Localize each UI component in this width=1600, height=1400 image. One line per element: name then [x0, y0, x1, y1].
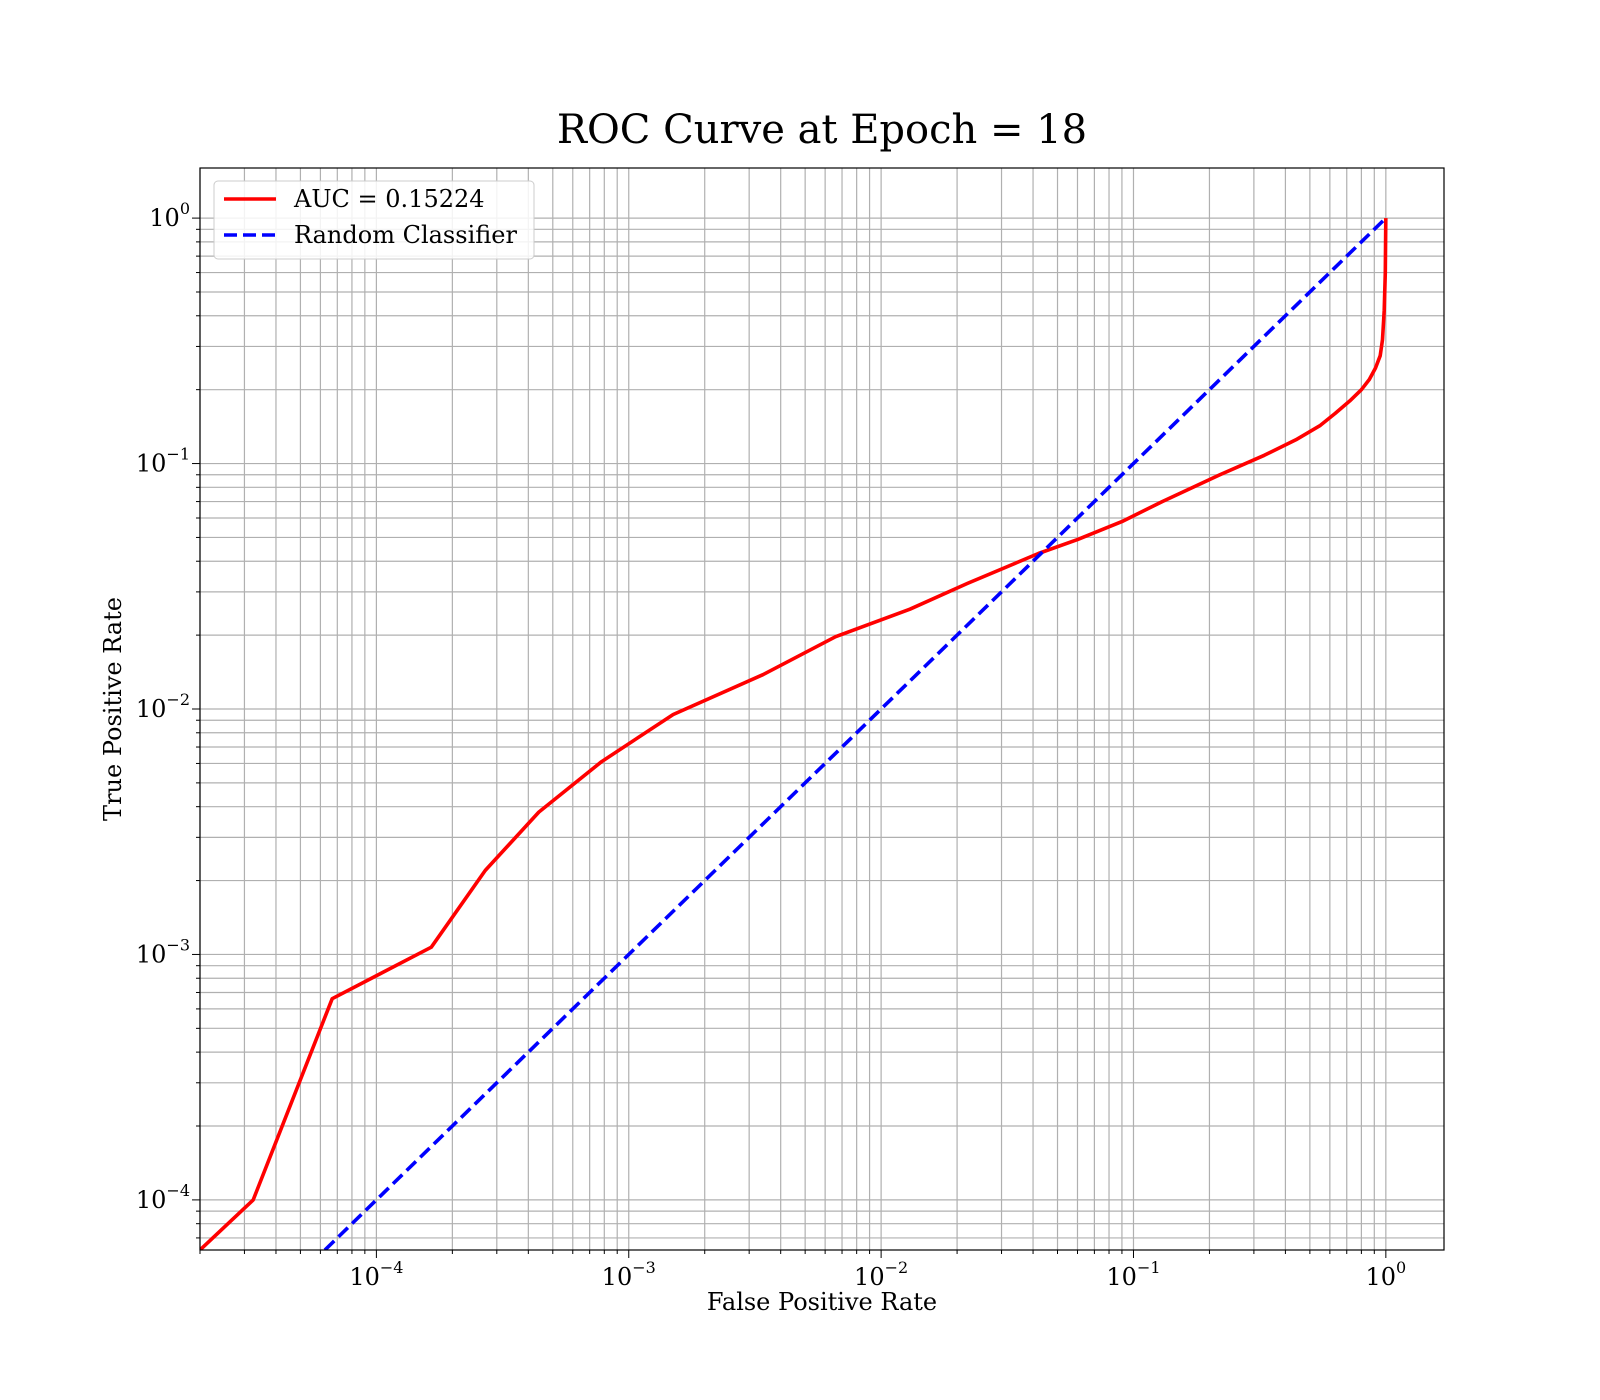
x-tick-label: 100 — [1365, 1258, 1406, 1291]
legend-box — [213, 180, 535, 260]
x-tick-label: 10−2 — [854, 1258, 908, 1291]
y-tick-label: 10−1 — [136, 445, 190, 478]
chart-title: ROC Curve at Epoch = 18 — [557, 107, 1087, 153]
y-tick-label: 10−4 — [136, 1181, 190, 1214]
random-classifier-line — [323, 216, 1388, 1250]
x-axis-label: False Positive Rate — [707, 1288, 937, 1316]
x-tick-label: 10−3 — [602, 1258, 656, 1291]
y-tick-label: 10−3 — [136, 935, 190, 968]
y-axis-label: True Positive Rate — [99, 597, 127, 821]
x-tick-label: 10−1 — [1106, 1258, 1160, 1291]
y-tick-label: 100 — [149, 199, 190, 232]
series-group — [200, 216, 1388, 1250]
ticks: 10−4 10−3 10−2 10−1 100 10−4 10−3 10−2 10−1 100 — [136, 199, 1406, 1291]
roc-curve-line — [200, 218, 1388, 1250]
legend: AUC = 0.15224 Random Classifier — [213, 180, 535, 260]
x-tick-label: 10−4 — [349, 1258, 403, 1291]
legend-label: AUC = 0.15224 — [293, 185, 485, 213]
legend-label: Random Classifier — [294, 221, 517, 249]
y-tick-label: 10−2 — [136, 690, 190, 723]
grid — [199, 168, 1444, 1250]
